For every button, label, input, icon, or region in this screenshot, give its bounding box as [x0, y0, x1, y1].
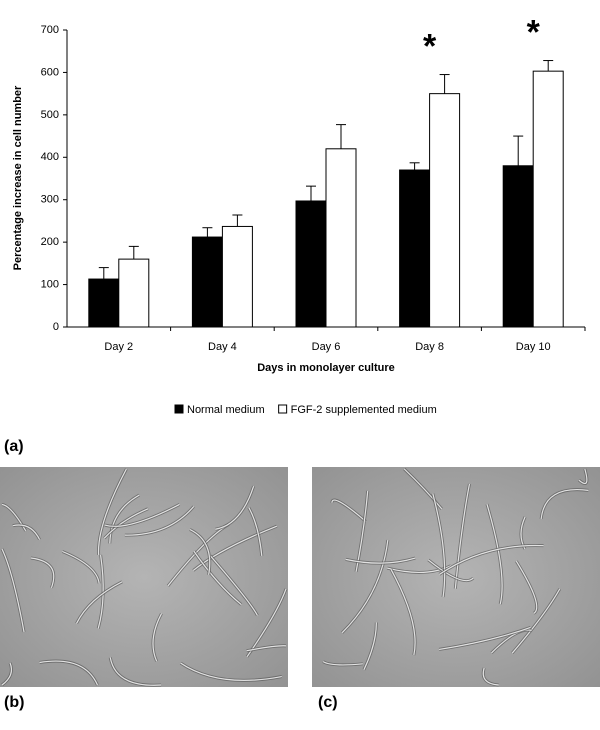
- micrograph: [0, 467, 288, 687]
- cell: [482, 667, 499, 686]
- cell: [345, 557, 416, 564]
- error-bar: [543, 60, 554, 72]
- cell: [152, 613, 163, 662]
- error-bar: [98, 267, 109, 280]
- panel-label: (b): [4, 694, 24, 711]
- x-tick-label: Day 6: [312, 341, 341, 353]
- error-bar: [336, 124, 346, 149]
- y-tick-label: 100: [41, 278, 59, 290]
- annotation: *: [423, 28, 437, 66]
- cell: [12, 524, 41, 540]
- cell: [75, 581, 123, 624]
- cell: [427, 559, 474, 582]
- bar: [429, 93, 461, 328]
- error-bar: [232, 214, 243, 227]
- cell: [432, 493, 446, 598]
- legend-label: FGF-2 supplemented medium: [291, 404, 437, 416]
- y-tick-label: 700: [41, 24, 59, 36]
- cell: [578, 468, 588, 485]
- cell: [515, 560, 538, 614]
- x-tick-label: Day 8: [415, 341, 444, 353]
- bar: [295, 200, 327, 328]
- cell: [486, 504, 503, 605]
- y-tick-label: 0: [53, 321, 59, 333]
- cell: [331, 499, 367, 522]
- cell: [454, 483, 471, 589]
- cell: [193, 550, 242, 606]
- panel-label: (a): [4, 438, 24, 455]
- cell: [438, 626, 531, 651]
- cells: [0, 467, 589, 687]
- cell: [322, 661, 363, 666]
- error-bar: [513, 135, 524, 166]
- bar: [221, 225, 253, 328]
- panel-label: (c): [318, 694, 338, 711]
- cell: [246, 645, 287, 652]
- y-axis-label: Percentage increase in cell number: [12, 85, 24, 270]
- annotation: *: [527, 14, 541, 52]
- cell: [97, 468, 127, 555]
- y-tick-label: 400: [41, 151, 59, 163]
- y-tick-label: 500: [41, 109, 59, 121]
- cell: [180, 662, 282, 681]
- y-tick-label: 600: [41, 66, 59, 78]
- legend-swatch: [174, 404, 184, 414]
- cell: [215, 486, 255, 530]
- cell: [511, 588, 561, 654]
- x-tick-label: Day 4: [208, 341, 237, 353]
- error-bar: [409, 162, 420, 171]
- cell: [387, 565, 452, 574]
- cell: [109, 657, 162, 686]
- x-axis-label: Days in monolayer culture: [257, 362, 395, 374]
- cell: [109, 494, 140, 544]
- cell: [189, 528, 211, 575]
- cell: [192, 525, 278, 571]
- cell: [341, 539, 389, 634]
- cell: [62, 550, 100, 584]
- bar: [191, 236, 223, 328]
- bar: [399, 169, 431, 328]
- cell: [1, 662, 13, 686]
- cell: [491, 629, 532, 654]
- x-tick-label: Day 10: [516, 341, 551, 353]
- error-bar: [202, 227, 213, 238]
- error-bar: [306, 185, 316, 201]
- cell: [103, 508, 149, 539]
- cell: [355, 490, 369, 572]
- bar: [88, 278, 120, 328]
- cell: [390, 568, 416, 656]
- x-tick-label: Day 2: [104, 341, 133, 353]
- legend-label: Normal medium: [187, 404, 265, 416]
- bar: [325, 148, 357, 328]
- cell: [30, 557, 55, 588]
- cell: [104, 503, 180, 527]
- y-tick-label: 300: [41, 194, 59, 206]
- cell: [1, 548, 25, 633]
- bar: [118, 258, 150, 328]
- y-tick-label: 200: [41, 236, 59, 248]
- cell: [363, 622, 377, 670]
- legend-swatch: [278, 404, 288, 414]
- cell: [124, 506, 195, 536]
- cell: [403, 468, 443, 510]
- bar: [502, 165, 534, 328]
- cell: [439, 544, 544, 575]
- cell: [540, 489, 589, 519]
- cell: [248, 507, 263, 556]
- bar: [532, 70, 564, 328]
- cell: [209, 555, 258, 616]
- error-bar: [128, 245, 139, 260]
- cell: [39, 660, 99, 686]
- error-bar: [439, 74, 450, 94]
